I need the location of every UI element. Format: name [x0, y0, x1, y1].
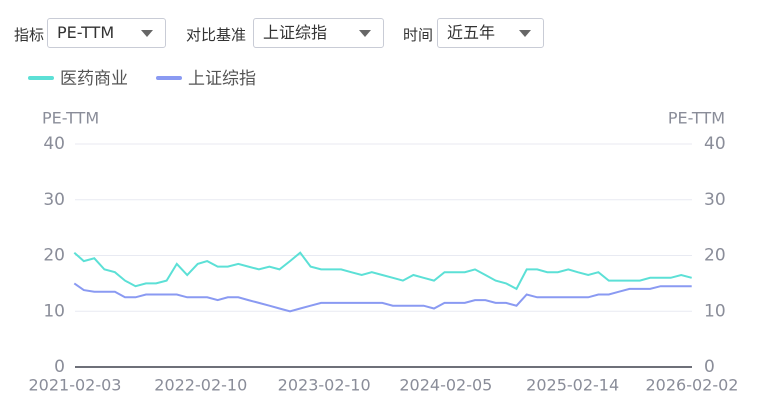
dropdown-arrow: [359, 30, 371, 37]
y2-tick-label: 40: [704, 134, 726, 154]
select[interactable]: 近五年: [437, 18, 544, 48]
y-tick-label: 10: [43, 301, 65, 321]
x-tick-label: 2021-02-03: [29, 376, 122, 395]
series-line: [73, 282, 692, 313]
y2-tick-label: 0: [704, 357, 715, 377]
x-tick-label: 2024-02-05: [399, 376, 492, 395]
x-tick-label: 2026-02-02: [646, 376, 739, 395]
y2-tick-label: 20: [704, 246, 726, 266]
select-value: 近五年: [447, 23, 496, 42]
control-label: 指标: [14, 26, 45, 44]
x-tick-label: 2023-02-10: [278, 376, 371, 395]
control-label: 时间: [403, 26, 434, 44]
select-value: 上证综指: [263, 23, 328, 42]
legend-label: 医药商业: [60, 69, 128, 89]
control-label: 对比基准: [186, 26, 247, 44]
y2-tick-label: 10: [704, 301, 726, 321]
y2-tick-label: 30: [704, 190, 726, 210]
dropdown-arrow: [141, 30, 153, 37]
x-tick-label: 2025-02-14: [526, 376, 619, 395]
dropdown-arrow: [519, 30, 531, 37]
x-tick-label: 2022-02-10: [154, 376, 247, 395]
y-tick-label: 0: [54, 357, 65, 377]
select[interactable]: PE-TTM: [47, 18, 166, 48]
series-line: [73, 251, 692, 291]
legend-label: 上证综指: [188, 69, 256, 89]
y-tick-label: 30: [43, 190, 65, 210]
select-value: PE-TTM: [57, 23, 115, 42]
y-axis-label: PE-TTM: [42, 109, 99, 128]
y-tick-label: 20: [43, 246, 65, 266]
select[interactable]: 上证综指: [253, 18, 384, 48]
y2-axis-label: PE-TTM: [668, 109, 725, 128]
y-tick-label: 40: [43, 134, 65, 154]
